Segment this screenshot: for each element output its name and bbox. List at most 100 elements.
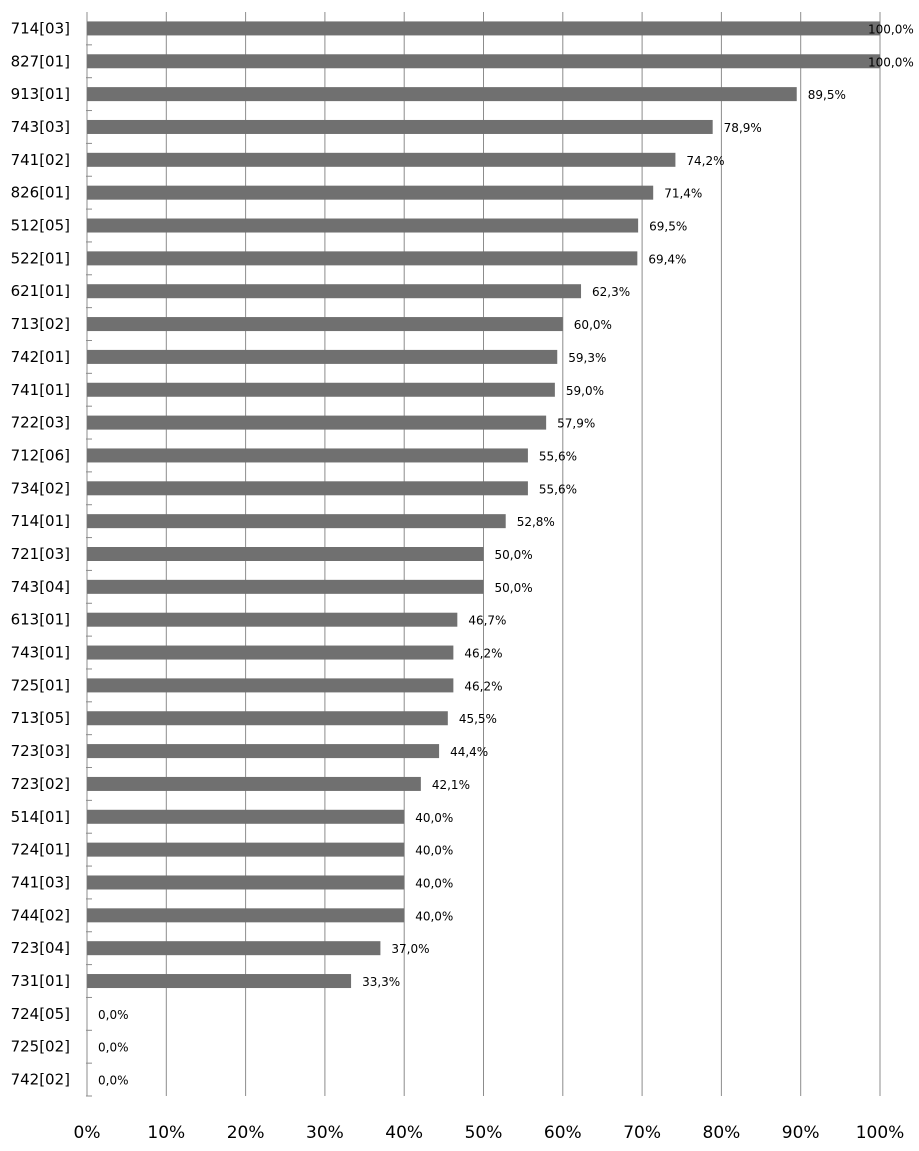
category-label: 741[03] [11, 873, 70, 891]
bar [87, 612, 458, 627]
category-label: 724[01] [11, 841, 70, 859]
data-label: 100,0% [868, 55, 914, 69]
bar [87, 185, 654, 200]
category-label: 731[01] [11, 972, 70, 990]
x-tick-label: 0% [74, 1123, 101, 1143]
bar [87, 382, 555, 397]
category-label: 723[02] [11, 775, 70, 793]
x-tick-label: 60% [544, 1123, 582, 1143]
data-label: 59,3% [568, 351, 606, 365]
bar [87, 284, 582, 299]
category-label: 714[03] [11, 19, 70, 37]
bar [87, 809, 405, 824]
category-label: 725[02] [11, 1038, 70, 1056]
category-label: 743[04] [11, 578, 70, 596]
data-label: 69,5% [649, 220, 687, 234]
x-tick-label: 10% [147, 1123, 185, 1143]
category-label: 621[01] [11, 282, 70, 300]
x-tick-label: 40% [385, 1123, 423, 1143]
x-tick-label: 90% [782, 1123, 820, 1143]
data-label: 42,1% [432, 778, 470, 792]
bar [87, 481, 528, 496]
data-label: 0,0% [98, 1008, 129, 1022]
category-label: 514[01] [11, 808, 70, 826]
bar [87, 349, 558, 364]
bar [87, 317, 563, 332]
bar [87, 547, 484, 561]
x-tick-label: 20% [227, 1123, 265, 1143]
data-label: 50,0% [495, 548, 533, 562]
data-label: 50,0% [495, 581, 533, 595]
bar [87, 415, 547, 430]
x-tick-label: 30% [306, 1123, 344, 1143]
data-label: 89,5% [808, 88, 846, 102]
category-label: 721[03] [11, 545, 70, 563]
category-label: 744[02] [11, 906, 70, 924]
bar [87, 152, 676, 167]
category-label: 734[02] [11, 479, 70, 497]
data-label: 55,6% [539, 482, 577, 496]
bar [87, 218, 639, 233]
bar [87, 579, 484, 594]
x-tick-label: 70% [623, 1123, 661, 1143]
bar [87, 678, 454, 693]
data-label: 52,8% [517, 515, 555, 529]
bar [87, 251, 638, 266]
category-label: 723[03] [11, 742, 70, 760]
data-label: 78,9% [724, 121, 762, 135]
data-label: 45,5% [459, 712, 497, 726]
category-label: 725[01] [11, 676, 70, 694]
category-label: 826[01] [11, 184, 70, 202]
category-label: 713[02] [11, 315, 70, 333]
x-tick-labels: 0% 10% 20% 30% 40% 50% 60% 70% 80% 90% 100% [74, 1123, 905, 1143]
data-label: 60,0% [574, 318, 612, 332]
data-label: 57,9% [557, 417, 595, 431]
category-label: 722[03] [11, 414, 70, 432]
category-label: 743[03] [11, 118, 70, 136]
category-label: 742[02] [11, 1071, 70, 1089]
data-labels: 100,0% 100,0% 89,5% 78,9% 74,2% 71,4% 69,5% 69,… [98, 22, 914, 1087]
data-label: 40,0% [415, 811, 453, 825]
data-label: 59,0% [566, 384, 604, 398]
category-label: 522[01] [11, 249, 70, 267]
bar [87, 974, 352, 989]
data-label: 55,6% [539, 449, 577, 463]
category-label: 741[01] [11, 381, 70, 399]
category-label: 743[01] [11, 644, 70, 662]
category-label: 712[06] [11, 446, 70, 464]
x-tick-label: 80% [703, 1123, 741, 1143]
bar [87, 21, 880, 36]
bar [87, 908, 405, 923]
data-label: 46,7% [468, 614, 506, 628]
x-tick-label: 100% [856, 1123, 905, 1143]
data-label: 71,4% [664, 187, 702, 201]
bars [87, 21, 880, 989]
data-label: 46,2% [464, 647, 502, 661]
data-label: 74,2% [686, 154, 724, 168]
data-label: 44,4% [450, 745, 488, 759]
bar [87, 87, 797, 102]
category-label: 827[01] [11, 52, 70, 70]
bar [87, 776, 421, 791]
bar [87, 875, 405, 890]
bar [87, 711, 448, 726]
bar [87, 514, 506, 529]
data-label: 40,0% [415, 876, 453, 890]
category-label: 913[01] [11, 85, 70, 103]
data-label: 46,2% [464, 679, 502, 693]
data-label: 69,4% [648, 252, 686, 266]
data-label: 40,0% [415, 844, 453, 858]
data-label: 62,3% [592, 285, 630, 299]
category-label: 714[01] [11, 512, 70, 530]
bar [87, 744, 440, 759]
category-label: 723[04] [11, 939, 70, 957]
data-label: 0,0% [98, 1041, 129, 1055]
category-label: 741[02] [11, 151, 70, 169]
category-labels: 714[03] 827[01] 913[01] 743[03] 741[02] 826[0… [11, 19, 70, 1088]
bar [87, 119, 713, 134]
category-label: 713[05] [11, 709, 70, 727]
bar [87, 54, 880, 69]
category-label: 724[05] [11, 1005, 70, 1023]
data-label: 40,0% [415, 909, 453, 923]
